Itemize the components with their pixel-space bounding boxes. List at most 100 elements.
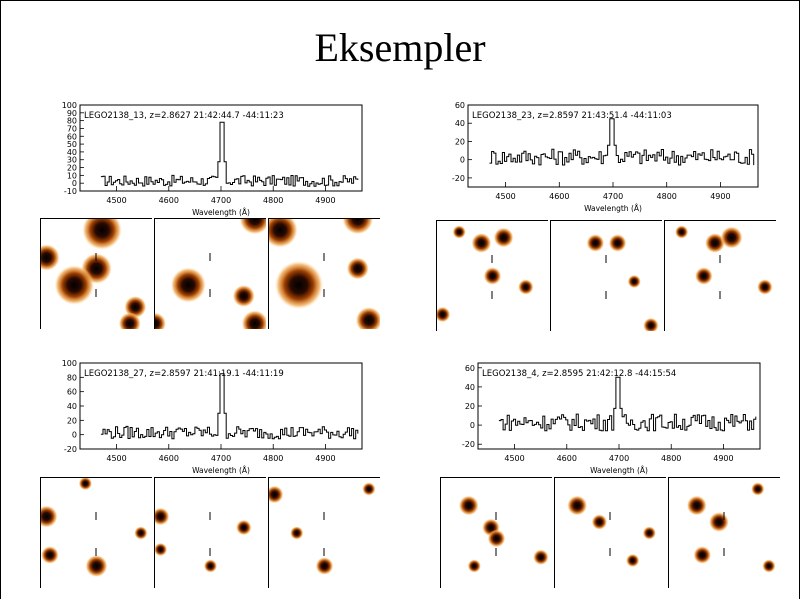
x-tick-label: 4500 bbox=[504, 454, 524, 463]
y-tick-label: 0 bbox=[72, 179, 77, 188]
y-tick-label: -20 bbox=[462, 440, 475, 449]
stamp-image bbox=[586, 234, 659, 331]
source-blob bbox=[239, 219, 266, 235]
slide-title: Eksempler bbox=[314, 25, 486, 70]
x-tick-label: 4700 bbox=[211, 454, 231, 463]
source-blob bbox=[290, 526, 304, 540]
source-blob bbox=[483, 267, 502, 285]
stamp-image bbox=[437, 225, 534, 323]
y-tick-label: 0 bbox=[72, 431, 77, 440]
y-tick-label: -20 bbox=[452, 174, 465, 183]
stamp-broad-blue bbox=[554, 477, 666, 588]
stamp-image bbox=[458, 495, 549, 573]
source-blob bbox=[78, 478, 92, 491]
spectrum-line bbox=[489, 118, 755, 166]
stamp-narrow bbox=[436, 220, 548, 331]
stamp-image bbox=[269, 482, 376, 575]
source-blob bbox=[751, 482, 765, 496]
spectrum-line bbox=[498, 376, 757, 432]
source-blob bbox=[41, 505, 58, 528]
y-tick-label: 100 bbox=[62, 101, 77, 110]
source-blob bbox=[269, 219, 298, 248]
x-tick-label: 4600 bbox=[549, 192, 569, 201]
source-blob bbox=[762, 559, 776, 573]
spectrum-line bbox=[100, 373, 359, 440]
y-tick-label: 70 bbox=[67, 124, 77, 133]
source-blob bbox=[232, 285, 255, 307]
stamp-broad-blue bbox=[550, 220, 662, 331]
x-tick-label: 4900 bbox=[710, 192, 730, 201]
source-blob bbox=[437, 306, 451, 323]
stamp-image bbox=[41, 219, 147, 329]
y-tick-label: 60 bbox=[465, 364, 475, 373]
stamp-narrow bbox=[440, 477, 552, 588]
y-tick-label: 80 bbox=[67, 373, 77, 382]
source-blob bbox=[627, 274, 641, 289]
y-tick-label: 0 bbox=[460, 156, 465, 165]
source-blob bbox=[274, 260, 324, 310]
source-blob bbox=[695, 267, 713, 285]
x-tick-label: 4500 bbox=[106, 196, 126, 205]
source-blob bbox=[642, 526, 656, 540]
source-blob bbox=[533, 549, 549, 565]
stamp-broad-red bbox=[268, 218, 380, 329]
source-blob bbox=[118, 312, 141, 329]
stamp-image bbox=[567, 495, 656, 568]
source-blob bbox=[41, 546, 59, 564]
stamp-image bbox=[155, 219, 266, 329]
source-blob bbox=[124, 296, 147, 318]
source-blob bbox=[487, 529, 506, 548]
source-blob bbox=[471, 233, 492, 253]
y-tick-label: 90 bbox=[67, 109, 77, 118]
source-blob bbox=[54, 265, 95, 305]
source-blob bbox=[643, 317, 659, 331]
source-blob bbox=[757, 279, 773, 295]
y-tick-label: 60 bbox=[67, 132, 77, 141]
x-tick-label: 4900 bbox=[315, 196, 335, 205]
stamp-narrow bbox=[40, 477, 152, 588]
x-tick-label: 4800 bbox=[263, 196, 283, 205]
x-tick-label: 4800 bbox=[657, 192, 677, 201]
stamp-image bbox=[269, 219, 380, 329]
source-blob bbox=[342, 219, 374, 235]
x-tick-label: 4800 bbox=[661, 454, 681, 463]
spectrum-annotation: LEGO2138_4, z=2.8595 21:42:12.8 -44:15:5… bbox=[482, 369, 676, 379]
source-blob bbox=[720, 226, 743, 249]
stamp-narrow bbox=[40, 218, 152, 329]
stamp-image bbox=[155, 507, 252, 573]
y-tick-label: 40 bbox=[465, 383, 475, 392]
source-blob bbox=[709, 512, 729, 532]
source-blob bbox=[203, 559, 218, 573]
y-tick-label: 40 bbox=[455, 119, 465, 128]
source-blob bbox=[134, 526, 148, 540]
source-blob bbox=[675, 225, 689, 239]
source-blob bbox=[41, 244, 60, 271]
y-tick-label: 20 bbox=[465, 402, 475, 411]
postage-stamps bbox=[40, 218, 382, 329]
source-blob bbox=[586, 234, 605, 252]
postage-stamps bbox=[440, 477, 782, 588]
source-blob bbox=[591, 514, 608, 530]
x-tick-label: 4700 bbox=[603, 192, 623, 201]
source-blob bbox=[155, 507, 170, 526]
x-axis-label: Wavelength (Å) bbox=[590, 466, 648, 475]
x-tick-label: 4800 bbox=[263, 454, 283, 463]
spectrum-plot: -20 0 20 40 60 80 100 4500 4600 4700 4800 4900 Wavel… bbox=[62, 359, 363, 475]
y-tick-label: 30 bbox=[67, 156, 77, 165]
source-blob bbox=[452, 225, 466, 239]
x-tick-label: 4700 bbox=[211, 196, 231, 205]
spectrum-line bbox=[100, 121, 359, 187]
source-blob bbox=[686, 495, 707, 516]
y-tick-label: -10 bbox=[64, 187, 77, 196]
stamp-broad-red bbox=[668, 477, 780, 588]
source-blob bbox=[355, 307, 380, 329]
stamp-image bbox=[41, 478, 148, 577]
source-blob bbox=[518, 279, 534, 295]
y-tick-label: -20 bbox=[64, 445, 77, 454]
x-tick-label: 4900 bbox=[713, 454, 733, 463]
x-tick-label: 4600 bbox=[159, 196, 179, 205]
source-blob bbox=[467, 559, 481, 573]
spectrum-annotation: LEGO2138_13, z=2.8627 21:42:44.7 -44:11:… bbox=[84, 111, 284, 121]
y-tick-label: 50 bbox=[67, 140, 77, 149]
